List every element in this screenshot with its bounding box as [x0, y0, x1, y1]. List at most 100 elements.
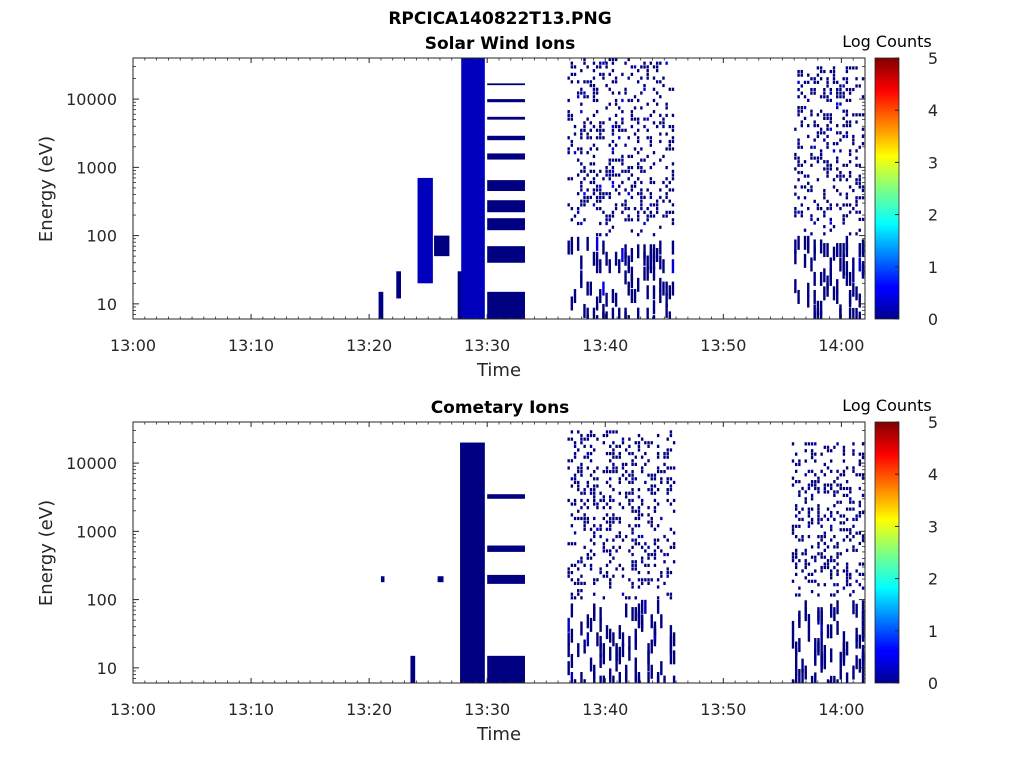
heatmap-cell — [602, 675, 606, 683]
heatmap-cell — [593, 488, 596, 492]
heatmap-cell — [570, 513, 574, 517]
heatmap-cell — [814, 648, 817, 663]
heatmap-cell — [637, 610, 641, 625]
heatmap-cell — [861, 95, 865, 99]
heatmap-cell — [852, 524, 855, 528]
heatmap-cell — [608, 87, 611, 91]
heatmap-cell — [647, 563, 650, 567]
heatmap-cell — [652, 315, 656, 319]
heatmap-cell — [848, 91, 852, 95]
heatmap-cell — [810, 163, 813, 167]
heatmap-cell — [814, 579, 817, 583]
heatmap-cell — [643, 61, 646, 65]
heatmap-cell — [647, 513, 650, 517]
heatmap-cell — [567, 203, 570, 207]
heatmap-cell — [823, 445, 827, 449]
heatmap-cell — [800, 109, 804, 113]
heatmap-cell — [589, 433, 593, 438]
heatmap-cell — [570, 61, 574, 65]
heatmap-cell — [583, 80, 586, 84]
heatmap-cell — [618, 480, 621, 485]
heatmap-cell — [612, 470, 615, 474]
heatmap-cell — [852, 517, 855, 522]
heatmap-cell — [609, 444, 612, 448]
heatmap-cell — [586, 307, 589, 319]
heatmap-cell — [671, 240, 675, 255]
heatmap-cell — [570, 570, 574, 575]
heatmap-cell — [804, 490, 807, 494]
heatmap-cell — [573, 444, 577, 448]
heatmap-cell — [621, 128, 624, 132]
heatmap-cell — [636, 117, 640, 121]
heatmap-cell — [636, 151, 640, 155]
heatmap-cell — [839, 243, 842, 258]
heatmap-cell — [630, 266, 634, 281]
heatmap-cell — [861, 442, 865, 446]
heatmap-cell — [611, 184, 615, 188]
heatmap-cell — [417, 177, 433, 284]
heatmap-cell — [826, 80, 829, 84]
heatmap-cell — [671, 221, 675, 226]
heatmap-cell — [839, 665, 842, 680]
heatmap-cell — [858, 572, 862, 576]
heatmap-cell — [807, 174, 810, 178]
heatmap-cell — [829, 603, 833, 618]
heatmap-cell — [817, 490, 820, 494]
heatmap-cell — [583, 527, 586, 531]
heatmap-cell — [602, 441, 606, 445]
heatmap-cell — [798, 480, 801, 484]
heatmap-cell — [573, 531, 577, 535]
heatmap-cell — [602, 192, 605, 196]
heatmap-cell — [586, 451, 590, 456]
heatmap-cell — [819, 95, 823, 99]
heatmap-cell — [807, 486, 811, 491]
heatmap-cell — [599, 570, 602, 575]
heatmap-cell — [567, 147, 570, 151]
heatmap-cell — [628, 491, 631, 495]
heatmap-cell — [599, 259, 602, 274]
heatmap-cell — [647, 441, 650, 445]
heatmap-cell — [655, 91, 659, 95]
heatmap-cell — [636, 192, 640, 196]
heatmap-cell — [567, 437, 570, 441]
heatmap-cell — [649, 244, 653, 259]
heatmap-cell — [631, 477, 634, 481]
heatmap-cell — [646, 76, 649, 80]
heatmap-cell — [646, 285, 649, 300]
heatmap-cell — [842, 243, 845, 258]
heatmap-cell — [817, 480, 820, 484]
heatmap-cell — [621, 437, 625, 441]
x-tick-label: 13:50 — [700, 700, 746, 719]
heatmap-cell — [666, 552, 669, 557]
heatmap-cell — [823, 113, 826, 117]
heatmap-cell — [611, 180, 615, 185]
heatmap-cell — [803, 196, 807, 200]
heatmap-cell — [804, 449, 807, 453]
heatmap-cell — [611, 169, 615, 173]
heatmap-cell — [487, 494, 525, 499]
heatmap-cell — [848, 232, 852, 236]
heatmap-cell — [842, 445, 846, 449]
heatmap-cell — [820, 631, 823, 646]
heatmap-cell — [826, 517, 830, 522]
heatmap-cell — [595, 184, 599, 188]
heatmap-cell — [845, 271, 849, 286]
heatmap-cell — [624, 462, 628, 466]
heatmap-cell — [807, 469, 811, 473]
heatmap-cell — [637, 516, 641, 521]
heatmap-cell — [855, 163, 858, 167]
heatmap-cell — [817, 552, 820, 556]
heatmap-cell — [794, 641, 798, 656]
heatmap-cell — [839, 304, 842, 319]
heatmap-cell — [833, 504, 836, 508]
heatmap-cell — [583, 199, 586, 203]
heatmap-cell — [852, 469, 855, 473]
heatmap-cell — [839, 514, 842, 518]
heatmap-cell — [583, 513, 586, 517]
heatmap-cell — [580, 560, 583, 564]
heatmap-cell — [630, 289, 634, 304]
heatmap-cell — [611, 158, 615, 162]
heatmap-cell — [829, 524, 833, 528]
heatmap-cell — [580, 199, 583, 203]
heatmap-cell — [633, 207, 637, 211]
